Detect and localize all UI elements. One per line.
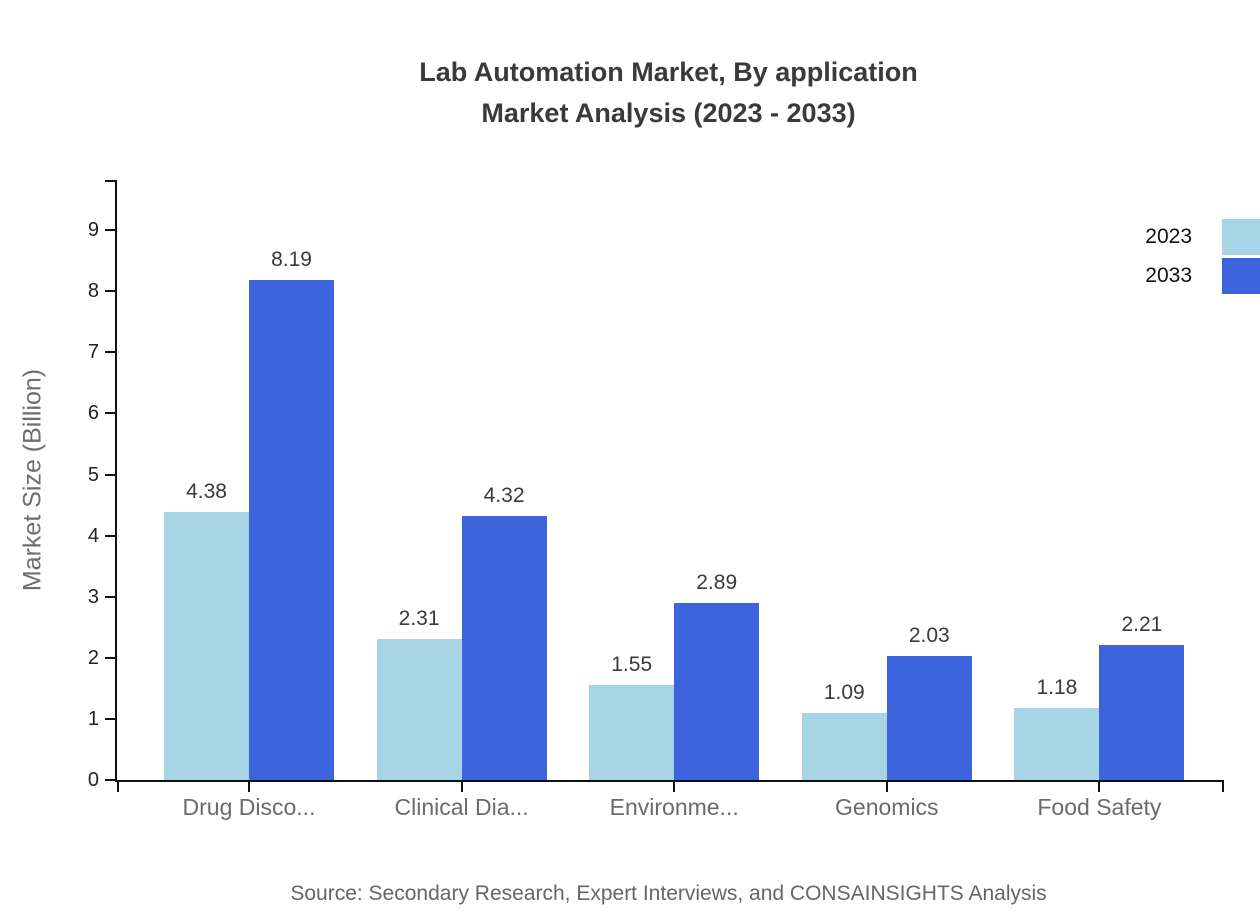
- legend: 2023 2033: [1145, 219, 1260, 297]
- x-category-label: Genomics: [835, 794, 939, 820]
- bar-2023-5: [1014, 707, 1100, 780]
- x-axis-end-tick: [1222, 780, 1224, 792]
- plot-area: 0 1 2 3 4 5 6 7 8 9 Drug Disco... 4.38 8.19 Clinical …: [88, 180, 1224, 820]
- y-axis-tick: [105, 290, 117, 293]
- x-axis-tick: [1098, 780, 1101, 792]
- y-axis-tick-label: 5: [87, 463, 99, 486]
- legend-item-2023: 2023: [1145, 219, 1260, 255]
- chart-title-line2: Market Analysis (2023 - 2033): [481, 98, 856, 128]
- x-category-label: Clinical Dia...: [394, 794, 529, 820]
- legend-item-2033: 2033: [1145, 258, 1260, 294]
- bar-value-label: 8.19: [271, 247, 312, 271]
- axis-corner-tick: [117, 780, 119, 792]
- bar-value-label: 1.18: [1036, 675, 1078, 699]
- bar-2023-1: [164, 512, 249, 780]
- bar-value-label: 1.09: [823, 681, 865, 705]
- x-axis-tick: [460, 780, 463, 792]
- y-axis-tick-label: 4: [87, 524, 99, 547]
- y-axis-tick-label: 0: [87, 769, 99, 791]
- bar-2033-4: [886, 655, 972, 780]
- y-axis-title: Market Size (Billion): [18, 368, 47, 592]
- bar-value-label: 1.55: [611, 653, 653, 677]
- bar-2023-4: [801, 713, 887, 780]
- x-axis-tick: [248, 780, 250, 792]
- y-axis-tick-label: 6: [87, 402, 99, 425]
- bar-2023-3: [589, 685, 675, 780]
- bar-2033-1: [249, 279, 334, 780]
- x-axis-tick: [885, 780, 888, 792]
- y-axis-tick: [105, 412, 117, 415]
- bar-value-label: 2.31: [398, 606, 440, 630]
- y-axis-tick-label: 3: [87, 585, 99, 608]
- bar-value-label: 4.32: [483, 484, 525, 508]
- x-axis-tick: [673, 780, 676, 792]
- y-axis-tick: [105, 534, 117, 537]
- bar-2023-2: [376, 638, 462, 780]
- x-category-label: Environme...: [609, 794, 739, 820]
- y-axis-tick-label: 7: [87, 341, 99, 364]
- source-note: Source: Secondary Research, Expert Inter…: [290, 882, 1047, 905]
- y-axis-tick: [105, 473, 117, 476]
- bar-value-label: 2.21: [1121, 612, 1163, 636]
- bar-value-label: 4.38: [186, 480, 227, 504]
- legend-swatch-2023: [1222, 219, 1260, 255]
- bar-2033-2: [461, 516, 547, 780]
- y-axis-tick-label: 2: [87, 646, 99, 669]
- y-axis-tick-label: 9: [87, 219, 99, 242]
- y-axis-tick-label: 1: [87, 707, 99, 730]
- y-axis-tick: [105, 229, 117, 232]
- bar-value-label: 2.03: [908, 623, 950, 647]
- y-axis-tick: [105, 351, 117, 354]
- chart-title-line1: Lab Automation Market, By application: [419, 57, 918, 87]
- y-axis-tick: [105, 779, 117, 781]
- bar-2033-3: [674, 603, 760, 780]
- legend-label-2023: 2023: [1145, 225, 1192, 248]
- y-axis-tick: [105, 717, 117, 720]
- legend-label-2033: 2033: [1145, 264, 1192, 287]
- bar-2033-5: [1099, 644, 1185, 780]
- legend-swatch-2033: [1222, 258, 1260, 294]
- y-axis-tick: [105, 595, 117, 598]
- x-category-label: Drug Disco...: [182, 794, 316, 820]
- y-axis-tick-label: 8: [87, 280, 99, 303]
- chart-title: Lab Automation Market, By application Ma…: [115, 52, 1222, 134]
- bar-value-label: 2.89: [696, 571, 738, 595]
- y-axis-tick: [105, 656, 117, 659]
- x-category-label: Food Safety: [1037, 794, 1162, 820]
- y-axis-end-tick: [105, 180, 117, 182]
